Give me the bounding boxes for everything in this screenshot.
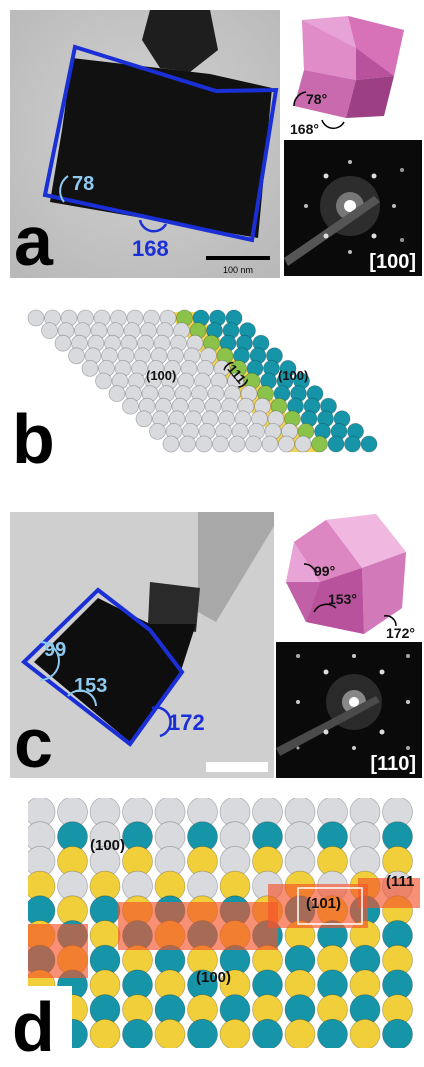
panel-b: b (100) (111) (100) [0,292,424,502]
panel-d-labels: (100) (101) (111 (100) [90,837,414,986]
panel-letter-a: a [14,202,53,280]
panel-d-letter-bg [0,986,72,1067]
facet-label-mid: (111) [222,358,252,390]
atom-b [179,435,196,453]
facet-label-bottom: (100) [196,969,231,986]
panel-letter-c: c [14,704,53,782]
facet-101-frame [297,887,363,925]
atom-d [122,1018,153,1048]
angle-arc-78 [59,175,69,203]
atom-b [245,435,262,453]
facet-label-left: (100) [146,368,176,383]
atom-d [317,1018,348,1048]
atom-d [89,1018,121,1048]
panel-letter-b: b [12,400,55,478]
atom-b [122,397,139,415]
atom-b [54,334,72,352]
atom-b [360,435,378,453]
angle-label-168: 168 [132,236,169,261]
angle-label-153: 153 [74,675,107,697]
scale-bar [206,256,270,260]
model-angle-99: 99° [314,563,335,579]
atom-d [252,1018,283,1048]
panel-c-crystal-model: 99° 153° 172° [276,512,422,640]
panel-b-atom-model [27,309,378,453]
atom-b [278,435,295,453]
angle-label-172: 172 [168,710,205,735]
atom-b [327,435,345,453]
facet-label-right: (100) [278,368,308,383]
panel-a-tem-image: 78 168 100 nm [10,10,280,278]
atom-b [81,360,99,377]
facet-highlight [268,884,368,928]
atom-b [294,435,312,453]
atom-d [187,1018,218,1048]
main-particle [50,58,272,238]
model-angle-168: 168° [290,121,319,137]
panel-c-tem-image: 99 153 172 [10,512,274,778]
facet-highlight [358,878,420,908]
scale-label: 100 nm [223,265,253,275]
atom-b [162,435,180,453]
atom-b [212,435,229,453]
panel-a-diffraction: [100] [284,140,422,276]
atom-d [219,1018,251,1048]
upper-particle [142,10,218,72]
atom-b [95,372,112,390]
facet-label-111: (111 [386,873,414,890]
atom-d [284,1018,316,1048]
atom-b [149,422,166,440]
atom-b [311,435,328,453]
atom-d [349,1018,381,1048]
atom-d [382,1018,413,1048]
angle-arc-168 [138,219,168,233]
panel-c: 99 153 172 c 99° 153° 172° [110] [0,512,424,782]
facet-highlight [118,902,278,950]
facet-label-101: (101) [306,895,341,912]
panel-c-diffraction: [110] [276,642,422,778]
atom-b [195,435,213,453]
atom-b [228,435,246,453]
model-angle-153: 153° [328,591,357,607]
panel-d-atom-model [28,798,420,1048]
angle-label-99: 99 [44,639,66,661]
model-angle-78: 78° [306,91,327,107]
panel-b-labels: (100) (111) (100) [146,358,308,390]
panel-a: 78 168 100 nm a 78° 168° [100] [0,0,424,282]
atom-b [135,410,153,428]
atom-d [154,1018,186,1048]
particle-outline [42,44,279,243]
atom-b [344,435,361,453]
facet-highlight [28,924,88,978]
diffraction-label-110: [110] [370,753,416,775]
model-angle-172: 172° [386,625,415,640]
panel-letter-d: d [12,988,55,1066]
diffraction-label-100: [100] [369,251,416,273]
panel-a-crystal-model: 78° 168° [284,10,420,138]
facet-label-top: (100) [90,837,125,854]
atom-b [68,347,85,365]
atom-b [108,385,126,402]
atom-b [27,309,45,327]
atom-b [261,435,279,453]
angle-label-78: 78 [72,173,94,195]
scale-bar-c [206,762,268,772]
panel-d: d (100) (101) (111 (100) [0,798,424,1067]
atom-b [41,322,58,339]
